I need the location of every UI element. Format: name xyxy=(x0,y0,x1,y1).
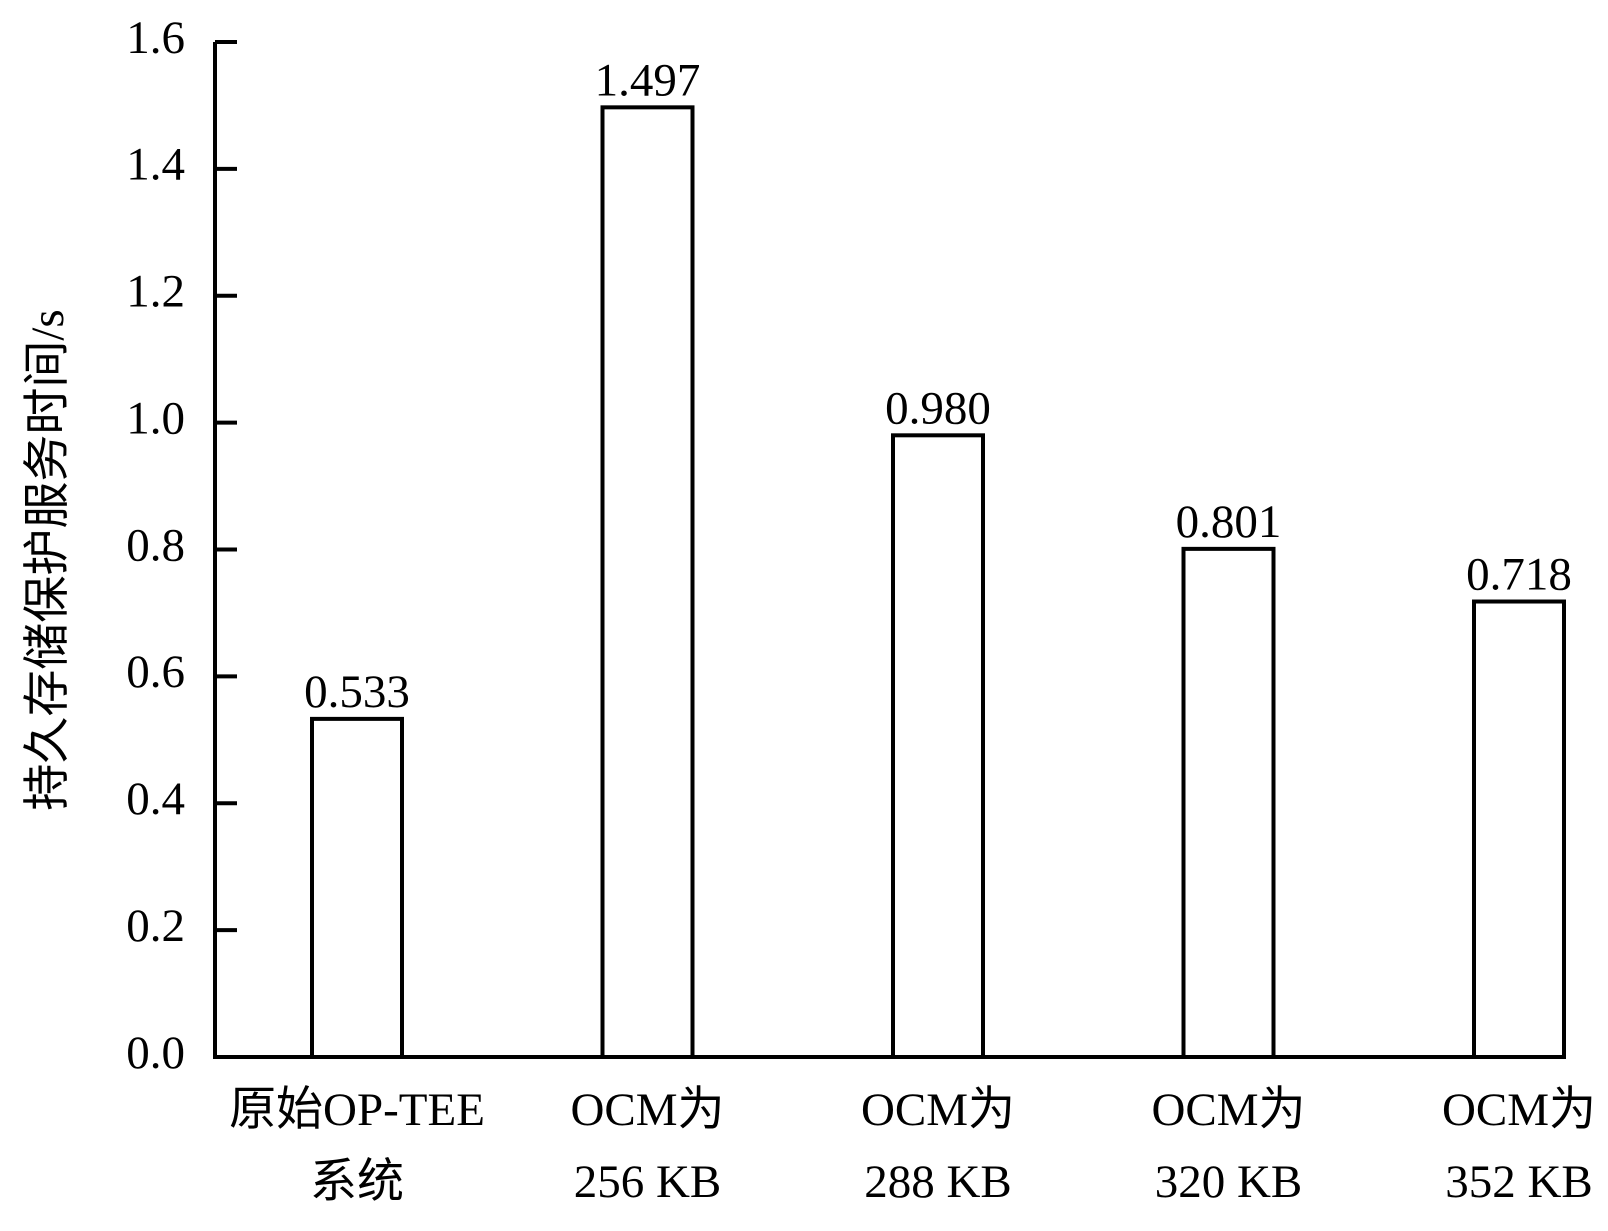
x-tick-label: OCM为 xyxy=(1151,1084,1305,1136)
y-tick-label: 1.6 xyxy=(126,12,185,64)
y-tick-label: 0.4 xyxy=(126,773,185,825)
y-tick-label: 0.8 xyxy=(126,519,185,571)
y-tick-label: 0.6 xyxy=(126,646,185,698)
x-tick-label: OCM为 xyxy=(861,1084,1015,1136)
y-tick-label: 0.0 xyxy=(126,1027,185,1079)
x-tick-label: 原始OP-TEE xyxy=(229,1084,485,1136)
x-tick-label: 320 KB xyxy=(1155,1156,1303,1208)
y-tick-label: 1.4 xyxy=(126,139,185,191)
y-tick-label: 0.2 xyxy=(126,900,185,952)
x-tick-label: 288 KB xyxy=(864,1156,1012,1208)
value-label: 0.718 xyxy=(1466,549,1572,601)
bar xyxy=(1181,546,1276,1059)
x-tick-label: 系统 xyxy=(310,1156,404,1208)
value-label: 1.497 xyxy=(595,54,701,106)
value-label: 0.533 xyxy=(304,666,410,718)
y-tick-label: 1.2 xyxy=(126,266,185,318)
x-tick-label: 256 KB xyxy=(574,1156,722,1208)
value-label: 0.801 xyxy=(1176,496,1282,548)
x-tick-label: 352 KB xyxy=(1445,1156,1593,1208)
bar xyxy=(1472,599,1566,1059)
value-label: 0.980 xyxy=(885,382,991,434)
bar xyxy=(891,433,985,1059)
x-tick-label: OCM为 xyxy=(570,1084,724,1136)
y-axis-label: 持久存储保护服务时间/s xyxy=(22,309,74,810)
bar xyxy=(310,716,404,1059)
x-tick-label: OCM为 xyxy=(1442,1084,1596,1136)
bar xyxy=(600,105,695,1059)
y-tick-label: 1.0 xyxy=(126,392,185,444)
